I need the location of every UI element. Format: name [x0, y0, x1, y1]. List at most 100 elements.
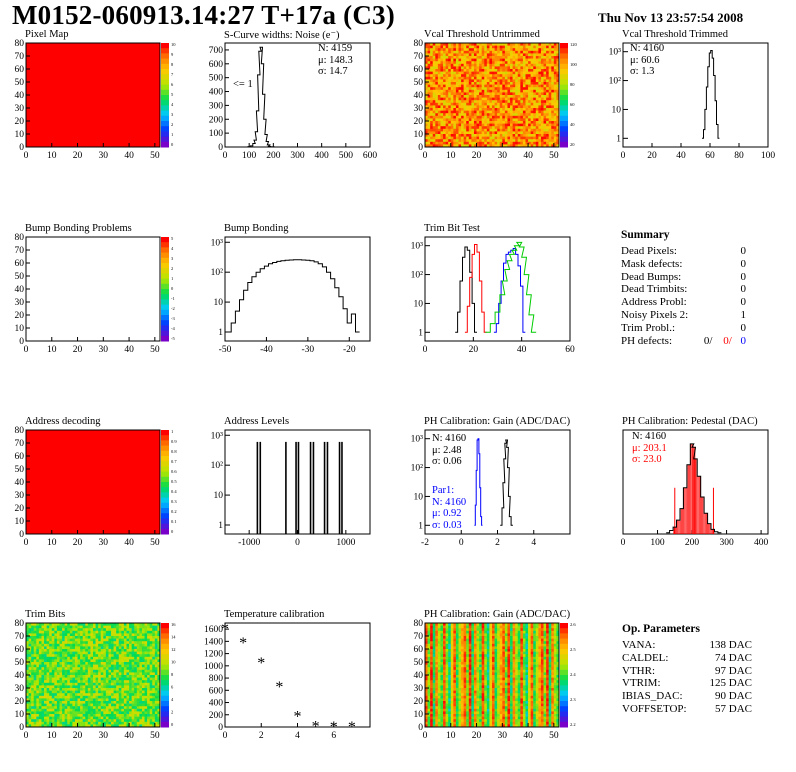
- temperature-ytick-label: 800: [209, 674, 224, 684]
- trim_bit_test-2-series-line: [493, 248, 526, 333]
- bump_problems-ytick-label: 10: [15, 324, 25, 334]
- address_decoding-ytick-label: 30: [15, 491, 25, 501]
- vcal_trimmed-xtick-label: 60: [705, 151, 715, 161]
- ph_gain-ytick-label: 10³: [411, 435, 424, 445]
- vcal_trimmed-xtick-label: 80: [734, 151, 744, 161]
- ph_gain-1-series-line: [474, 438, 483, 526]
- bump_problems-palette-label: 0: [171, 286, 174, 291]
- bump_problems-palette-swatch: [161, 335, 169, 342]
- address_decoding-ytick-label: 10: [15, 517, 25, 527]
- trim_bit_test-ytick-label: 1: [418, 328, 423, 338]
- ph_gain_map-palette-label: 2.3: [570, 697, 576, 702]
- trim_bits-xtick-label: 40: [124, 731, 134, 741]
- trim_bit_test-3-series-line: [485, 241, 537, 333]
- pixel_map-ytick-label: 10: [15, 130, 25, 140]
- summary-label: PH defects:: [621, 334, 673, 347]
- address_decoding-palette-swatch: [161, 461, 169, 467]
- ph_gain_map-xtick-label: 20: [472, 731, 482, 741]
- bump_problems-palette-swatch: [161, 320, 169, 326]
- vcal_untrimmed-palette-swatch: [560, 105, 568, 112]
- scurve-ytick-label: 700: [209, 46, 224, 56]
- vcal_untrimmed-palette-swatch: [560, 79, 568, 86]
- ph_gain_map-palette-swatch: [560, 664, 568, 671]
- scurve-xtick-label: 100: [242, 151, 257, 161]
- op-param-value: 74 DAC: [715, 651, 752, 664]
- pixel_map-palette-swatch: [161, 58, 169, 65]
- ph_gain_map-palette-swatch: [560, 695, 568, 702]
- vcal_trimmed-xtick-label: 20: [647, 151, 657, 161]
- panel-title-bump-problems: Bump Bonding Problems: [25, 223, 132, 234]
- ph-pedestal-stats: N: 4160 μ: 203.1 σ: 23.0: [632, 431, 667, 466]
- trim_bits-palette-label: 14: [171, 635, 176, 640]
- pixel_map-palette-label: 3: [171, 112, 174, 117]
- par1-stat-sigma: σ: 0.03: [432, 519, 462, 531]
- scurve-stat-n: N: 4159: [318, 43, 353, 54]
- address_levels-xtick-label: 0: [295, 538, 300, 548]
- vcal_trimmed-frame: [622, 42, 769, 148]
- scurve-xtick-label: 400: [315, 151, 330, 161]
- ph_gain-ytick-label: 10: [414, 492, 424, 502]
- temperature-point: *: [312, 718, 320, 735]
- temperature-ytick-label: 1600: [204, 625, 223, 635]
- trim_bit_test-xtick-label: 60: [565, 345, 575, 355]
- bump_problems-palette-swatch: [161, 257, 169, 264]
- pixel_map-palette-label: 9: [171, 52, 174, 57]
- vcal-stat-n: N: 4160: [630, 43, 665, 54]
- vcal_trimmed-xtick-label: 0: [621, 151, 626, 161]
- trim_bits-xtick-label: 50: [150, 731, 160, 741]
- pixel_map-ytick-label: 80: [15, 39, 25, 49]
- pixel_map-palette-swatch: [161, 63, 169, 70]
- temperature-ytick-label: 1400: [204, 637, 223, 647]
- summary-value: 0: [740, 321, 747, 334]
- scurve-ytick-label: 500: [209, 74, 224, 84]
- vcal_trimmed-xtick-label: 100: [761, 151, 776, 161]
- bump_problems-ytick-label: 50: [15, 272, 25, 282]
- pixel_map-palette-label: 2: [171, 122, 173, 127]
- address_decoding-palette-swatch: [161, 502, 169, 509]
- vcal_untrimmed-palette-swatch: [560, 95, 568, 101]
- trim_bits-palette-swatch: [161, 716, 169, 723]
- summary-label: Noisy Pixels 2:: [621, 308, 689, 321]
- bump_bonding-xtick-label: -50: [219, 345, 232, 355]
- trim_bits-cells: [26, 623, 161, 728]
- ph_gain_map-palette-swatch: [560, 669, 568, 676]
- summary-value: 1: [740, 308, 747, 321]
- bump_bonding-ytick-label: 10²: [211, 268, 224, 278]
- vcal-trimmed-stats: N: 4160 μ: 60.6 σ: 1.3: [630, 43, 664, 78]
- ph_gain-xtick-label: 2: [495, 538, 500, 548]
- ph_gain_map-palette-swatch: [560, 706, 568, 712]
- temperature-ytick-label: 600: [209, 686, 224, 696]
- temperature-point: *: [275, 679, 283, 696]
- trim_bits-xtick-label: 30: [99, 731, 109, 741]
- summary-row-ph-defects: PH defects: 0/ 0/ 0: [621, 335, 746, 348]
- address_levels-xtick-label: 1000: [336, 538, 355, 548]
- scurve-series-line: [245, 46, 277, 148]
- address_decoding-ytick-label: 50: [15, 465, 25, 475]
- temperature-xtick-label: 4: [295, 731, 300, 741]
- vcal-stat-mean: μ: 60.6: [630, 54, 660, 66]
- ph_gain_map-ytick-label: 0: [418, 723, 423, 733]
- ph_gain_map-ytick-label: 50: [414, 658, 424, 668]
- pixel_map-palette-swatch: [161, 79, 169, 86]
- ph_gain-xtick-label: 0: [459, 538, 464, 548]
- temperature-point: *: [348, 719, 356, 736]
- bump_problems-palette-label: -2: [171, 306, 175, 311]
- trim_bits-palette-label: 2: [171, 710, 173, 715]
- bump_problems-palette-swatch: [161, 299, 169, 306]
- op-param-row: VTRIM: 125 DAC: [622, 677, 752, 690]
- temperature-point: *: [221, 621, 229, 638]
- summary-row: Dead Pixels: 0: [621, 245, 746, 258]
- temperature-ytick-label: 200: [209, 711, 224, 721]
- trim_bits-palette-swatch: [161, 711, 169, 718]
- address_decoding-xtick-label: 40: [124, 538, 134, 548]
- ph_gain_map-palette-swatch: [560, 623, 568, 629]
- pixel_map-palette-swatch: [161, 126, 169, 132]
- bump_problems-palette-swatch: [161, 278, 169, 285]
- op-param-value: 97 DAC: [715, 664, 752, 677]
- vcal_trimmed-xtick-label: 40: [676, 151, 686, 161]
- bump_problems-xtick-label: 0: [24, 345, 29, 355]
- panel-title-bump-bonding: Bump Bonding: [224, 223, 289, 234]
- bump_problems-palette-label: -4: [171, 326, 175, 331]
- ph_gain_map-ytick-label: 20: [414, 697, 424, 707]
- ph_gain_map-palette-swatch: [560, 685, 568, 692]
